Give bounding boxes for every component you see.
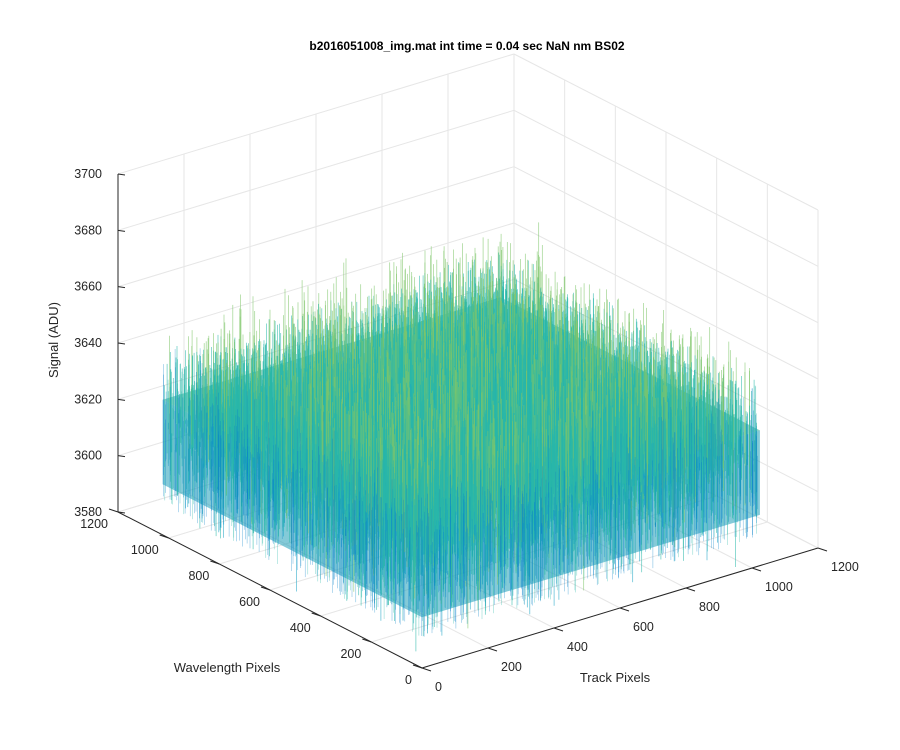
z-tick-label: 3660 xyxy=(74,280,102,294)
y-tick-label: 1200 xyxy=(80,517,108,531)
back-wall-grid-line xyxy=(117,53,515,175)
x-tick-mark xyxy=(817,547,828,552)
y-tick-label: 400 xyxy=(290,621,311,635)
side-wall-grid-line xyxy=(513,53,819,211)
y-tick-mark xyxy=(362,638,372,643)
x-axis-label: Track Pixels xyxy=(580,670,651,685)
y-tick-mark xyxy=(210,560,220,565)
z-tick-mark xyxy=(117,511,126,514)
chart-title: b2016051008_img.mat int time = 0.04 sec … xyxy=(309,39,624,53)
x-tick-mark xyxy=(685,587,696,592)
y-tick-label: 600 xyxy=(239,595,260,609)
x-tick-label: 800 xyxy=(699,600,720,614)
x-tick-label: 200 xyxy=(501,660,522,674)
x-tick-label: 600 xyxy=(633,620,654,634)
x-tick-mark xyxy=(751,567,762,572)
y-tick-label: 1000 xyxy=(131,543,159,557)
z-tick-mark xyxy=(117,229,126,232)
x-tick-mark xyxy=(487,647,498,652)
side-wall-grid-line xyxy=(513,222,819,380)
y-tick-mark xyxy=(412,664,423,669)
x-tick-mark xyxy=(553,627,564,632)
x-tick-label: 1000 xyxy=(765,580,793,594)
back-wall-grid-line xyxy=(117,109,515,231)
axes xyxy=(108,173,828,672)
z-tick-mark xyxy=(117,342,126,345)
side-wall-grid-line xyxy=(513,166,819,324)
y-tick-label: 800 xyxy=(188,569,209,583)
tick-labels: 0 200 400 600 800 1000 1200 0 200 400 600 800 1000 12… xyxy=(74,167,859,694)
y-tick-mark xyxy=(260,586,271,591)
y-tick-mark xyxy=(311,612,321,617)
y-tick-label: 0 xyxy=(405,673,412,687)
z-tick-mark xyxy=(117,455,126,458)
y-tick-label: 200 xyxy=(340,647,361,661)
z-tick-label: 3600 xyxy=(74,449,102,463)
back-wall-grid-line xyxy=(117,166,515,288)
x-tick-label: 400 xyxy=(567,640,588,654)
x-tick-mark xyxy=(619,607,630,612)
z-axis-label: Signal (ADU) xyxy=(46,302,61,378)
surface-plot xyxy=(162,222,760,652)
z-tick-label: 3620 xyxy=(74,392,102,406)
z-tick-label: 3680 xyxy=(74,223,102,237)
floor-grid-line xyxy=(371,521,768,643)
x-tick-label: 1200 xyxy=(831,560,859,574)
z-tick-label: 3640 xyxy=(74,336,102,350)
x-tick-label: 0 xyxy=(435,680,442,694)
side-wall-grid-line xyxy=(513,109,819,267)
z-tick-label: 3580 xyxy=(74,505,102,519)
y-tick-mark xyxy=(108,508,119,513)
z-tick-mark xyxy=(117,173,126,176)
z-tick-mark xyxy=(117,398,126,401)
y-tick-mark xyxy=(159,534,169,539)
y-axis-label: Wavelength Pixels xyxy=(174,660,281,675)
z-tick-mark xyxy=(117,286,126,289)
back-wall-grid-line xyxy=(117,222,515,344)
x-tick-mark xyxy=(421,667,432,672)
z-tick-label: 3700 xyxy=(74,167,102,181)
